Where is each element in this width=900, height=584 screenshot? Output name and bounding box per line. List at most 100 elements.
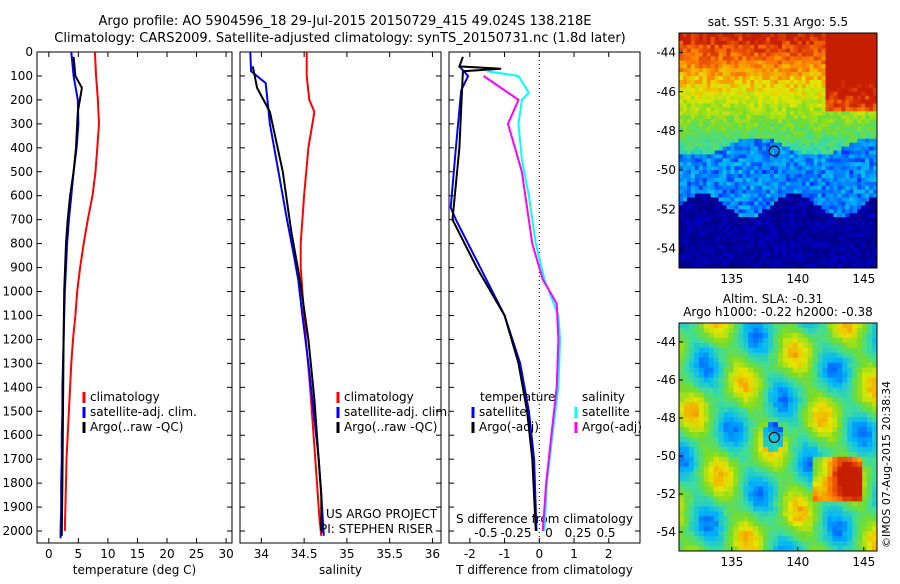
map-cell — [798, 80, 802, 84]
map-cell — [709, 452, 714, 457]
map-cell — [810, 190, 814, 194]
map-cell — [828, 477, 833, 482]
map-cell — [679, 37, 683, 41]
map-cell — [704, 343, 709, 348]
map-cell — [837, 68, 841, 72]
map-cell — [742, 170, 746, 174]
map-cell — [790, 166, 794, 170]
map-cell — [684, 323, 689, 328]
map-cell — [768, 521, 773, 526]
map-cell — [768, 536, 773, 541]
map-cell — [738, 432, 743, 437]
map-cell — [766, 139, 770, 143]
map-cell — [703, 72, 707, 76]
map-cell — [798, 333, 803, 338]
x-tick-label: 35.5 — [376, 547, 403, 561]
map-cell — [793, 333, 798, 338]
map-cell — [727, 80, 731, 84]
map-cell — [793, 496, 798, 501]
map-cell — [862, 328, 867, 333]
map-cell — [699, 506, 704, 511]
map-cell — [699, 536, 704, 541]
map-cell — [814, 229, 818, 233]
map-cell — [695, 162, 699, 166]
map-cell — [691, 60, 695, 64]
map-cell — [788, 412, 793, 417]
map-cell — [754, 68, 758, 72]
map-cell — [738, 166, 742, 170]
map-cell — [818, 462, 823, 467]
map-cell — [694, 343, 699, 348]
map-cell — [803, 427, 808, 432]
map-cell — [826, 100, 830, 104]
map-cell — [704, 447, 709, 452]
map-cell — [748, 477, 753, 482]
map-cell — [786, 221, 790, 225]
map-cell — [758, 186, 762, 190]
map-cell — [746, 107, 750, 111]
map-cell — [738, 53, 742, 57]
map-cell — [729, 541, 734, 546]
map-cell — [738, 496, 743, 501]
map-cell — [857, 37, 861, 41]
map-cell — [786, 213, 790, 217]
map-cell — [786, 119, 790, 123]
map-cell — [770, 225, 774, 229]
map-cell — [748, 427, 753, 432]
map-cell — [748, 323, 753, 328]
map-cell — [679, 506, 684, 511]
map-cell — [842, 472, 847, 477]
map-cell — [730, 131, 734, 135]
map-cell — [865, 260, 869, 264]
map-cell — [730, 147, 734, 151]
map-cell — [778, 115, 782, 119]
map-cell — [778, 107, 782, 111]
map-cell — [857, 49, 861, 53]
map-cell — [762, 111, 766, 115]
map-cell — [738, 213, 742, 217]
map-cell — [808, 373, 813, 378]
map-cell — [823, 412, 828, 417]
map-cell — [694, 422, 699, 427]
map-cell — [748, 422, 753, 427]
map-cell — [703, 170, 707, 174]
map-cell — [803, 417, 808, 422]
map-cell — [823, 506, 828, 511]
map-cell — [793, 521, 798, 526]
map-cell — [768, 492, 773, 497]
map-cell — [794, 104, 798, 108]
map-cell — [818, 182, 822, 186]
map-cell — [714, 496, 719, 501]
map-cell — [786, 53, 790, 57]
map-cell — [788, 437, 793, 442]
map-cell — [750, 198, 754, 202]
map-cell — [679, 80, 683, 84]
map-cell — [806, 198, 810, 202]
map-cell — [689, 387, 694, 392]
map-cell — [738, 511, 743, 516]
map-cell — [762, 49, 766, 53]
map-cell — [695, 205, 699, 209]
map-cell — [847, 531, 852, 536]
y-tick-label: 1300 — [2, 356, 33, 370]
map-cell — [695, 37, 699, 41]
map-cell — [711, 225, 715, 229]
map-cell — [857, 107, 861, 111]
map-cell — [684, 373, 689, 378]
map-cell — [724, 363, 729, 368]
map-cell — [798, 541, 803, 546]
map-cell — [802, 147, 806, 151]
map-cell — [810, 68, 814, 72]
map-cell — [754, 111, 758, 115]
map-cell — [837, 323, 842, 328]
sst-map-title: sat. SST: 5.31 Argo: 5.5 — [708, 15, 848, 29]
map-cell — [841, 209, 845, 213]
series-line-0 — [65, 52, 99, 531]
map-cell — [788, 516, 793, 521]
map-cell — [762, 57, 766, 61]
map-cell — [719, 162, 723, 166]
map-cell — [837, 139, 841, 143]
map-cell — [762, 201, 766, 205]
map-cell — [743, 397, 748, 402]
map-cell — [683, 221, 687, 225]
